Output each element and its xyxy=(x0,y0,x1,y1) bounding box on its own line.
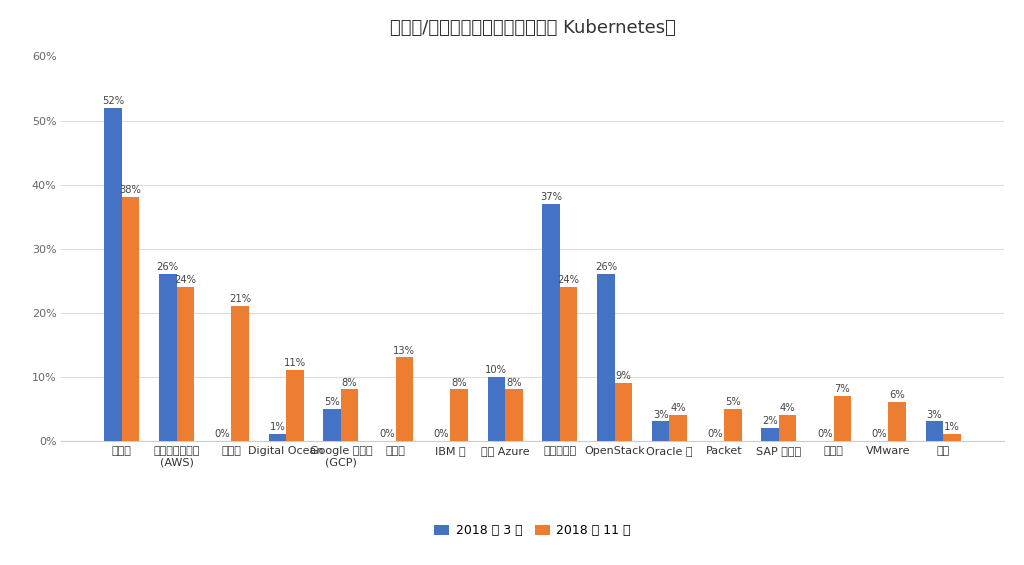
Bar xyxy=(104,108,122,441)
Text: 21%: 21% xyxy=(229,294,251,305)
Bar xyxy=(670,415,687,441)
Text: 2%: 2% xyxy=(762,416,778,426)
Text: 0%: 0% xyxy=(708,429,723,440)
Text: 10%: 10% xyxy=(485,365,507,375)
Bar xyxy=(176,287,195,441)
Text: 7%: 7% xyxy=(835,384,850,394)
Text: 52%: 52% xyxy=(102,96,124,106)
Text: 0%: 0% xyxy=(817,429,833,440)
Bar xyxy=(341,389,358,441)
Bar xyxy=(597,274,614,441)
Text: 11%: 11% xyxy=(284,358,306,368)
Text: 4%: 4% xyxy=(671,403,686,413)
Bar xyxy=(724,408,741,441)
Text: 24%: 24% xyxy=(174,275,197,285)
Text: 3%: 3% xyxy=(927,410,942,420)
Text: 37%: 37% xyxy=(540,192,562,202)
Bar xyxy=(943,434,961,441)
Text: 38%: 38% xyxy=(120,185,141,195)
Bar xyxy=(451,389,468,441)
Bar xyxy=(614,383,632,441)
Text: 5%: 5% xyxy=(725,397,740,407)
Text: 26%: 26% xyxy=(157,262,179,272)
Text: 1%: 1% xyxy=(269,423,285,432)
Text: 0%: 0% xyxy=(379,429,394,440)
Text: 1%: 1% xyxy=(944,423,959,432)
Text: 贵公司/机构在以下何种环境中运行 Kubernetes？: 贵公司/机构在以下何种环境中运行 Kubernetes？ xyxy=(389,19,676,37)
Bar xyxy=(652,421,670,441)
Text: 3%: 3% xyxy=(653,410,669,420)
Text: 26%: 26% xyxy=(595,262,616,272)
Bar xyxy=(779,415,797,441)
Text: 8%: 8% xyxy=(452,377,467,388)
Bar xyxy=(122,197,139,441)
Text: 5%: 5% xyxy=(325,397,340,407)
Bar xyxy=(834,396,851,441)
Bar xyxy=(286,370,303,441)
Legend: 2018 年 3 月, 2018 年 11 月: 2018 年 3 月, 2018 年 11 月 xyxy=(429,519,636,542)
Text: 0%: 0% xyxy=(434,429,450,440)
Text: 24%: 24% xyxy=(558,275,580,285)
Bar xyxy=(543,204,560,441)
Bar xyxy=(159,274,176,441)
Text: 6%: 6% xyxy=(889,390,905,401)
Bar xyxy=(889,402,906,441)
Text: 0%: 0% xyxy=(215,429,230,440)
Bar xyxy=(762,428,779,441)
Bar xyxy=(395,358,413,441)
Text: 4%: 4% xyxy=(780,403,796,413)
Bar xyxy=(505,389,522,441)
Text: 8%: 8% xyxy=(506,377,521,388)
Bar xyxy=(324,408,341,441)
Text: 9%: 9% xyxy=(615,371,631,381)
Text: 0%: 0% xyxy=(871,429,888,440)
Bar xyxy=(560,287,578,441)
Text: 13%: 13% xyxy=(393,346,416,355)
Bar xyxy=(926,421,943,441)
Bar xyxy=(231,306,249,441)
Text: 8%: 8% xyxy=(342,377,357,388)
Bar xyxy=(487,377,505,441)
Bar xyxy=(268,434,286,441)
